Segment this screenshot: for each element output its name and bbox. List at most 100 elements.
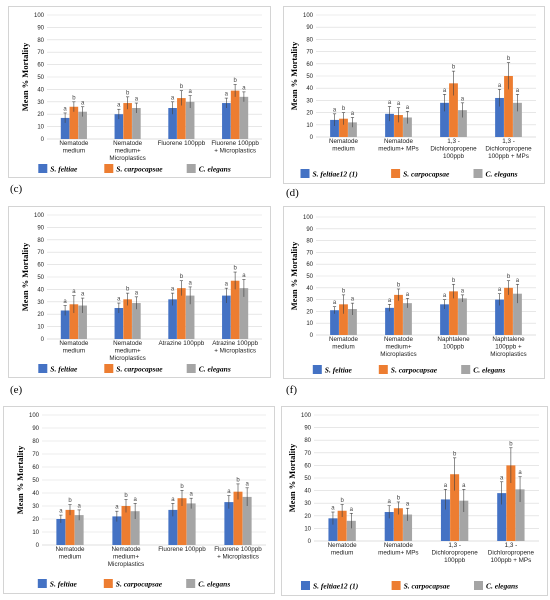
y-tick-label: 20 — [306, 111, 313, 117]
legend-label: C. elegans — [486, 170, 518, 179]
category-label: Nematode — [59, 340, 89, 347]
significance-label: a — [171, 95, 175, 101]
y-tick-label: 60 — [304, 463, 311, 469]
y-tick-label: 70 — [37, 250, 44, 256]
legend-label: C. elegans — [473, 366, 505, 375]
significance-label: a — [242, 273, 246, 279]
y-tick-label: 30 — [32, 504, 39, 510]
legend-swatch — [300, 169, 310, 178]
bar-h-1-1 — [393, 508, 403, 541]
y-tick-label: 30 — [306, 298, 313, 304]
significance-label: b — [342, 106, 346, 112]
significance-label: b — [397, 282, 401, 288]
category-label: Dichloropropene — [430, 146, 477, 153]
bar-g-0-1 — [65, 509, 75, 545]
legend-label: S. carpocapsae — [116, 165, 163, 174]
category-label: Nematode — [55, 546, 85, 553]
bar-g-2-0 — [168, 509, 178, 545]
bar-f-3-1 — [504, 287, 513, 335]
y-tick-label: 10 — [306, 321, 313, 327]
significance-label: a — [189, 492, 193, 498]
legend-swatch — [391, 169, 401, 178]
significance-label: a — [498, 83, 502, 89]
category-label: medium+ MPs — [378, 146, 418, 153]
legend-swatch — [104, 364, 114, 373]
y-axis-label: Mean % Mortality — [20, 242, 30, 311]
y-tick-label: 60 — [37, 263, 44, 269]
bar-e-3-2 — [239, 288, 249, 339]
y-tick-label: 50 — [37, 275, 44, 281]
significance-label: b — [233, 78, 237, 84]
bar-g-0-0 — [56, 519, 66, 545]
bar-f-3-2 — [513, 293, 522, 335]
significance-label: a — [350, 507, 354, 513]
significance-label: a — [72, 289, 76, 295]
y-tick-label: 40 — [37, 287, 44, 293]
category-label: Nematode — [384, 542, 414, 549]
y-tick-label: 100 — [301, 413, 312, 419]
y-axis-label: Mean % Mortality — [289, 241, 299, 310]
bar-g-3-2 — [242, 496, 252, 545]
y-tick-label: 100 — [34, 213, 45, 219]
category-label: 100ppb + MPs — [488, 153, 529, 160]
chart-panel-f: 0 10 20 30 40 50 60 70 80 90 100 Mean % Mortality a b… — [283, 206, 545, 379]
significance-label: a — [406, 502, 410, 508]
legend-swatch — [186, 364, 196, 373]
y-tick-label: 20 — [37, 112, 44, 118]
y-tick-label: 90 — [37, 25, 44, 31]
y-tick-label: 80 — [32, 439, 39, 445]
y-tick-label: 0 — [310, 333, 314, 339]
category-label: medium+ — [115, 148, 141, 155]
category-label: Nematode — [59, 140, 89, 147]
y-tick-label: 60 — [32, 465, 39, 471]
category-label: Microplastics — [108, 561, 144, 568]
y-tick-label: 50 — [304, 476, 311, 482]
significance-label: a — [498, 287, 502, 293]
bar-g-1-2 — [130, 511, 140, 545]
significance-label: a — [188, 89, 192, 95]
significance-label: a — [225, 282, 229, 288]
bar-h-3-0 — [497, 493, 507, 541]
significance-label: a — [388, 100, 392, 106]
panel-label-d: (d) — [286, 187, 299, 199]
bar-f-0-1 — [339, 304, 348, 335]
significance-label: a — [117, 297, 121, 303]
legend-swatch — [38, 364, 48, 373]
significance-label: b — [509, 441, 513, 447]
legend-label: S. feltiae12 (1) — [313, 170, 359, 179]
y-tick-label: 30 — [304, 501, 311, 507]
bar-c-1-0 — [114, 114, 124, 139]
bar-f-3-0 — [495, 299, 504, 335]
bar-g-2-1 — [177, 498, 187, 545]
significance-label: b — [452, 278, 456, 284]
category-label: Atrazine 100ppb — [158, 340, 204, 347]
y-axis-label: Mean % Mortality — [289, 41, 299, 110]
y-tick-label: 0 — [308, 539, 312, 545]
legend-swatch — [104, 164, 114, 173]
category-label: Microplastics — [380, 351, 416, 358]
significance-label: b — [68, 498, 72, 504]
category-label: 1,3 - — [505, 542, 518, 549]
significance-label: a — [63, 106, 67, 112]
category-label: Fluorene 100ppb — [158, 140, 206, 147]
category-label: 100ppb + — [495, 344, 522, 351]
legend-label: C. elegans — [199, 365, 231, 374]
significance-label: a — [77, 503, 81, 509]
category-label: medium+ — [385, 344, 411, 351]
category-label: Nematode — [328, 542, 358, 549]
legend-label: S. feltiae — [50, 165, 78, 174]
bar-f-2-1 — [449, 291, 458, 335]
y-tick-label: 60 — [37, 63, 44, 69]
y-tick-label: 40 — [306, 86, 313, 92]
category-label: Nematode — [384, 138, 414, 145]
significance-label: b — [397, 495, 401, 501]
category-label: Microplastics — [109, 355, 145, 362]
y-tick-label: 40 — [306, 286, 313, 292]
significance-label: b — [126, 90, 130, 96]
legend-swatch — [103, 579, 113, 588]
significance-label: b — [342, 288, 346, 294]
bar-f-0-0 — [330, 310, 339, 335]
bar-h-2-1 — [450, 474, 460, 541]
bar-d-3-1 — [504, 76, 513, 137]
y-tick-label: 50 — [37, 75, 44, 81]
